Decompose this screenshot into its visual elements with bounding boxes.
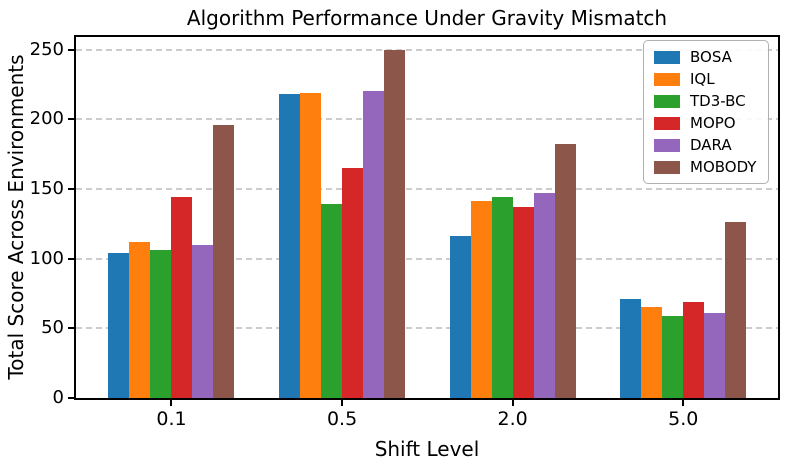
bar-bosa-0.5: [279, 94, 301, 398]
legend-label-iql: IQL: [690, 70, 715, 88]
legend-item-mopo: MOPO: [654, 114, 756, 132]
x-tick-mark-0.1: [170, 400, 173, 406]
bar-iql-2.0: [470, 201, 492, 398]
y-tick-label-100: 100: [29, 247, 64, 269]
y-tick-label-150: 150: [29, 177, 64, 199]
bar-td3-bc-0.1: [150, 250, 172, 398]
x-tick-label-0.5: 0.5: [326, 408, 358, 430]
y-tick-label-50: 50: [41, 317, 64, 339]
y-tick-mark-250: [68, 48, 74, 51]
chart-title: Algorithm Performance Under Gravity Mism…: [186, 6, 668, 30]
y-tick-mark-100: [68, 257, 74, 260]
x-tick-label-2.0: 2.0: [497, 408, 528, 430]
bar-mopo-2.0: [512, 207, 534, 398]
bar-dara-2.0: [533, 193, 555, 398]
x-tick-label-5.0: 5.0: [668, 408, 699, 430]
legend-swatch-mobody: [654, 160, 680, 174]
legend-swatch-bosa: [654, 50, 680, 64]
legend-label-bosa: BOSA: [690, 48, 732, 66]
legend: BOSA IQL TD3-BC MOPO DARA MOBODY: [643, 40, 770, 184]
legend-item-bosa: BOSA: [654, 48, 756, 66]
y-tick-mark-0: [68, 397, 74, 399]
x-axis-label: Shift Level: [374, 437, 480, 461]
bar-bosa-0.1: [108, 253, 130, 398]
bar-iql-0.5: [300, 92, 322, 398]
x-tick-label-0.1: 0.1: [156, 408, 187, 430]
bar-td3-bc-2.0: [491, 197, 513, 398]
bar-td3-bc-5.0: [662, 315, 684, 398]
legend-swatch-td3-bc: [654, 94, 680, 108]
bar-td3-bc-0.5: [321, 204, 343, 398]
legend-label-td3-bc: TD3-BC: [690, 92, 746, 110]
bar-dara-5.0: [704, 312, 726, 398]
legend-item-iql: IQL: [654, 70, 756, 88]
y-tick-mark-150: [68, 187, 74, 190]
y-tick-mark-50: [68, 327, 74, 330]
bar-dara-0.5: [363, 91, 385, 398]
bar-bosa-2.0: [449, 236, 471, 398]
bar-mobody-0.1: [213, 124, 235, 398]
legend-swatch-mopo: [654, 116, 680, 130]
x-tick-mark-0.5: [341, 400, 344, 406]
bar-bosa-5.0: [620, 299, 642, 398]
y-tick-mark-200: [68, 118, 74, 121]
y-tick-label-250: 250: [29, 38, 64, 60]
x-tick-mark-5.0: [682, 400, 685, 406]
y-tick-label-200: 200: [29, 108, 64, 130]
bar-mobody-2.0: [554, 144, 576, 398]
legend-swatch-dara: [654, 138, 680, 152]
legend-label-dara: DARA: [690, 136, 732, 154]
bar-dara-0.1: [192, 244, 214, 398]
gridline-y-150: [76, 187, 778, 190]
legend-item-mobody: MOBODY: [654, 158, 756, 176]
x-tick-mark-2.0: [511, 400, 514, 406]
bar-mopo-0.1: [171, 197, 193, 398]
legend-swatch-iql: [654, 72, 680, 86]
bar-mopo-5.0: [683, 301, 705, 398]
legend-item-dara: DARA: [654, 136, 756, 154]
bar-mobody-0.5: [384, 49, 406, 398]
y-tick-label-0: 0: [52, 387, 64, 408]
legend-item-td3-bc: TD3-BC: [654, 92, 756, 110]
bar-mobody-5.0: [725, 222, 747, 398]
legend-label-mobody: MOBODY: [690, 158, 757, 176]
bar-iql-0.1: [129, 241, 151, 398]
legend-label-mopo: MOPO: [690, 114, 736, 132]
bar-mopo-0.5: [342, 168, 364, 398]
bar-iql-5.0: [641, 307, 663, 398]
